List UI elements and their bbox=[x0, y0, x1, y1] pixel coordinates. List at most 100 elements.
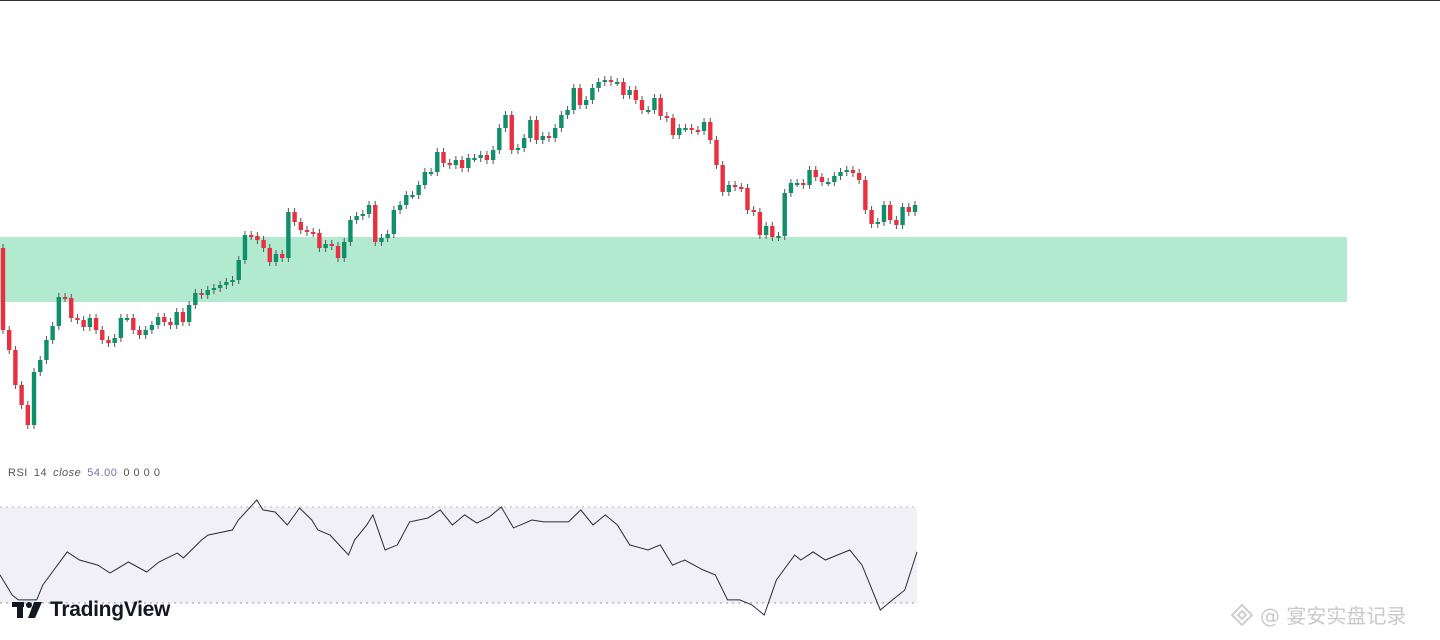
candle-body bbox=[348, 220, 353, 242]
candle bbox=[112, 334, 117, 347]
candle bbox=[242, 231, 248, 264]
candle bbox=[93, 314, 99, 334]
candle-body bbox=[174, 312, 179, 325]
candle-body bbox=[552, 128, 558, 138]
candle-body bbox=[205, 290, 210, 295]
candle-body bbox=[317, 233, 322, 248]
candle bbox=[404, 191, 409, 209]
candle-body bbox=[633, 90, 639, 100]
candle bbox=[627, 86, 632, 99]
candle bbox=[652, 94, 657, 114]
candle bbox=[881, 201, 887, 226]
candle-body bbox=[602, 80, 607, 82]
candle bbox=[540, 132, 545, 144]
candle-body bbox=[273, 254, 279, 262]
candle bbox=[44, 336, 49, 364]
candle bbox=[124, 314, 130, 322]
candle bbox=[385, 230, 390, 242]
candle-body bbox=[0, 248, 6, 330]
candle bbox=[776, 232, 781, 241]
candle bbox=[794, 179, 800, 187]
candle bbox=[348, 216, 353, 246]
support-zone[interactable] bbox=[0, 237, 1347, 302]
candle bbox=[782, 189, 787, 240]
candle-body bbox=[801, 183, 806, 185]
candle-body bbox=[124, 318, 130, 320]
candle-body bbox=[217, 285, 223, 288]
candle bbox=[658, 94, 663, 120]
candle-body bbox=[596, 82, 601, 88]
candle-body bbox=[788, 183, 794, 193]
candle-body bbox=[807, 170, 812, 185]
candle bbox=[912, 201, 918, 216]
candle-body bbox=[472, 158, 477, 160]
candle-body bbox=[652, 98, 657, 110]
candle bbox=[143, 326, 148, 339]
candle bbox=[894, 216, 899, 229]
candle-body bbox=[149, 325, 155, 330]
candle bbox=[484, 151, 490, 164]
candle bbox=[106, 336, 111, 347]
candle-body bbox=[658, 98, 663, 116]
candle bbox=[701, 118, 707, 135]
candle-body bbox=[224, 282, 229, 285]
candle-body bbox=[38, 360, 43, 372]
candle-body bbox=[261, 240, 266, 248]
candle bbox=[844, 166, 849, 176]
candle-body bbox=[906, 207, 911, 212]
candle-body bbox=[813, 170, 818, 177]
candle-body bbox=[335, 246, 341, 258]
candle bbox=[199, 289, 204, 299]
candle-body bbox=[478, 155, 483, 158]
candle bbox=[255, 232, 260, 244]
candle bbox=[391, 206, 397, 238]
candle-body bbox=[193, 293, 198, 305]
top-border bbox=[0, 0, 1440, 1]
candle-body bbox=[354, 216, 359, 220]
candle bbox=[379, 234, 384, 246]
candle-body bbox=[311, 232, 316, 234]
candle bbox=[38, 356, 43, 376]
candle bbox=[559, 111, 564, 132]
candle bbox=[739, 183, 744, 192]
candle bbox=[205, 286, 210, 299]
candle-body bbox=[615, 82, 620, 84]
candle bbox=[236, 256, 241, 284]
candle-body bbox=[323, 244, 328, 248]
candle bbox=[217, 281, 223, 292]
candle bbox=[521, 134, 527, 152]
candle-body bbox=[385, 234, 390, 238]
candle-body bbox=[62, 297, 68, 299]
candle-body bbox=[106, 340, 111, 343]
candle-body bbox=[155, 317, 161, 325]
candle bbox=[248, 231, 254, 240]
candle-body bbox=[503, 115, 508, 128]
candle bbox=[770, 222, 775, 241]
candle bbox=[863, 176, 868, 214]
candle bbox=[664, 112, 670, 122]
candle-body bbox=[143, 330, 148, 335]
candle bbox=[81, 316, 86, 331]
binance-diamond-icon bbox=[1230, 603, 1254, 626]
candle bbox=[50, 322, 55, 344]
rsi-name: RSI bbox=[8, 467, 28, 479]
tradingview-logo[interactable]: TradingView bbox=[12, 598, 170, 622]
rsi-value: 54.00 bbox=[87, 467, 118, 479]
candle-body bbox=[534, 120, 539, 140]
candle bbox=[546, 132, 552, 142]
candle-body bbox=[825, 182, 831, 184]
candle-body bbox=[211, 288, 217, 290]
rsi-line bbox=[0, 499, 918, 616]
candle bbox=[472, 154, 477, 162]
candle-body bbox=[69, 298, 74, 318]
candle bbox=[0, 244, 6, 334]
candle bbox=[180, 308, 186, 326]
candle-body bbox=[571, 88, 576, 110]
candle-body bbox=[677, 128, 682, 135]
candle-body bbox=[379, 238, 384, 242]
candle-body bbox=[75, 318, 80, 320]
candle-body bbox=[255, 236, 260, 240]
candle bbox=[211, 284, 217, 294]
rsi-band bbox=[0, 507, 917, 603]
